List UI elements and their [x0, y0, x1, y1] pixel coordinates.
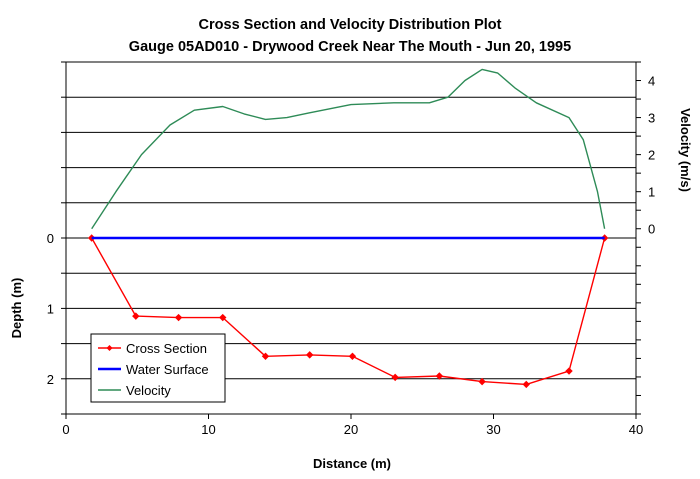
- cross-section-point: [435, 372, 444, 380]
- cross-section-point: [348, 352, 357, 360]
- cross-section-point: [565, 367, 573, 375]
- x-tick-label: 10: [201, 422, 215, 437]
- cross-section-point: [391, 373, 399, 382]
- x-axis-label: Distance (m): [313, 456, 391, 471]
- cross-section-point: [174, 313, 183, 322]
- y-axis-label-right: Velocity (m/s): [678, 108, 693, 192]
- x-tick-label: 30: [486, 422, 500, 437]
- cross-section-point: [219, 313, 227, 322]
- depth-tick-label: 1: [47, 301, 54, 316]
- plot-area: [87, 68, 609, 389]
- depth-tick-label: 0: [47, 231, 54, 246]
- x-tick-label: 20: [344, 422, 358, 437]
- velocity-tick-label: 1: [648, 185, 655, 200]
- x-tick-label: 0: [62, 422, 69, 437]
- cross-section-point: [261, 352, 270, 360]
- chart-subtitle: Gauge 05AD010 - Drywood Creek Near The M…: [129, 39, 571, 55]
- velocity-line: [91, 68, 606, 230]
- legend-label-water-surface: Water Surface: [126, 362, 209, 377]
- depth-tick-label: 2: [47, 372, 54, 387]
- velocity-tick-label: 4: [648, 74, 655, 89]
- x-tick-label: 40: [629, 422, 643, 437]
- cross-section-point: [522, 380, 530, 389]
- velocity-tick-label: 2: [648, 148, 655, 163]
- velocity-tick-label: 0: [648, 222, 655, 237]
- velocity-tick-label: 3: [648, 111, 655, 126]
- y-axis-label-left: Depth (m): [9, 278, 24, 339]
- legend-marker-cross-section: [106, 345, 113, 351]
- cross-section-point: [478, 377, 486, 386]
- cross-section-point: [305, 351, 314, 359]
- legend-label-cross-section: Cross Section: [126, 341, 207, 356]
- legend: Cross Section Water Surface Velocity: [90, 333, 226, 403]
- cross-section-point: [132, 312, 140, 320]
- chart-title: Cross Section and Velocity Distribution …: [199, 17, 502, 33]
- legend-label-velocity: Velocity: [126, 383, 171, 398]
